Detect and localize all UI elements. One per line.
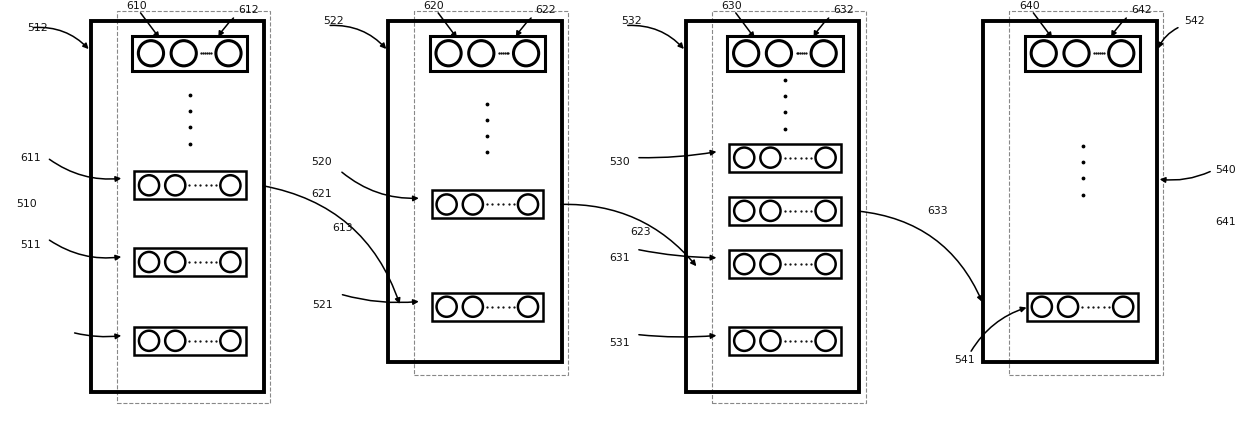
Ellipse shape bbox=[1064, 40, 1089, 66]
Ellipse shape bbox=[760, 147, 780, 168]
Ellipse shape bbox=[766, 40, 791, 66]
Text: 631: 631 bbox=[609, 253, 630, 263]
Ellipse shape bbox=[139, 40, 164, 66]
Ellipse shape bbox=[436, 296, 456, 317]
Ellipse shape bbox=[171, 40, 196, 66]
Ellipse shape bbox=[1032, 40, 1056, 66]
Ellipse shape bbox=[221, 252, 241, 272]
Bar bbox=[1027, 293, 1138, 321]
Text: 520: 520 bbox=[311, 157, 332, 167]
Ellipse shape bbox=[165, 175, 185, 196]
Ellipse shape bbox=[1032, 296, 1052, 317]
Text: 642: 642 bbox=[1131, 5, 1152, 15]
Bar bbox=[1025, 36, 1141, 71]
Ellipse shape bbox=[734, 201, 754, 221]
Ellipse shape bbox=[463, 296, 482, 317]
Ellipse shape bbox=[1114, 296, 1133, 317]
Text: 521: 521 bbox=[311, 299, 332, 310]
Bar bbox=[712, 11, 866, 403]
Bar bbox=[134, 327, 246, 355]
Bar bbox=[414, 11, 568, 375]
Ellipse shape bbox=[469, 40, 494, 66]
Text: 610: 610 bbox=[126, 1, 146, 11]
Bar bbox=[729, 197, 841, 225]
Ellipse shape bbox=[518, 194, 538, 215]
Ellipse shape bbox=[760, 254, 780, 274]
Text: 632: 632 bbox=[833, 5, 854, 15]
Ellipse shape bbox=[139, 331, 159, 351]
Text: 633: 633 bbox=[928, 206, 949, 216]
Ellipse shape bbox=[816, 201, 836, 221]
Bar bbox=[134, 171, 246, 199]
Text: 540: 540 bbox=[1215, 165, 1236, 176]
Bar bbox=[729, 144, 841, 172]
Bar bbox=[131, 36, 248, 71]
Bar bbox=[432, 190, 543, 219]
Bar bbox=[430, 36, 546, 71]
Ellipse shape bbox=[760, 201, 780, 221]
Bar bbox=[1009, 11, 1163, 375]
Bar bbox=[134, 248, 246, 276]
Text: 542: 542 bbox=[1184, 16, 1205, 26]
Ellipse shape bbox=[436, 194, 456, 215]
Text: 541: 541 bbox=[955, 355, 975, 365]
Text: 532: 532 bbox=[621, 16, 642, 26]
Ellipse shape bbox=[221, 175, 241, 196]
Bar bbox=[432, 293, 543, 321]
Ellipse shape bbox=[734, 331, 754, 351]
Bar bbox=[117, 11, 270, 403]
Ellipse shape bbox=[734, 147, 754, 168]
Bar bbox=[686, 21, 859, 392]
Bar bbox=[729, 327, 841, 355]
Ellipse shape bbox=[216, 40, 241, 66]
Ellipse shape bbox=[139, 252, 159, 272]
Ellipse shape bbox=[760, 331, 780, 351]
Text: 510: 510 bbox=[16, 199, 37, 210]
Ellipse shape bbox=[816, 147, 836, 168]
Ellipse shape bbox=[816, 254, 836, 274]
Bar bbox=[91, 21, 264, 392]
Text: 641: 641 bbox=[1215, 216, 1236, 227]
Text: 630: 630 bbox=[722, 1, 742, 11]
Text: 612: 612 bbox=[238, 5, 259, 15]
Ellipse shape bbox=[1109, 40, 1133, 66]
Text: 611: 611 bbox=[20, 153, 41, 163]
Ellipse shape bbox=[463, 194, 482, 215]
Ellipse shape bbox=[816, 331, 836, 351]
Bar bbox=[727, 36, 843, 71]
Bar bbox=[729, 250, 841, 278]
Ellipse shape bbox=[734, 254, 754, 274]
Text: 512: 512 bbox=[27, 23, 48, 33]
Ellipse shape bbox=[518, 296, 538, 317]
Ellipse shape bbox=[513, 40, 538, 66]
Ellipse shape bbox=[811, 40, 836, 66]
Text: 522: 522 bbox=[324, 16, 345, 26]
Ellipse shape bbox=[139, 175, 159, 196]
Ellipse shape bbox=[165, 331, 185, 351]
Ellipse shape bbox=[734, 40, 759, 66]
Bar bbox=[983, 21, 1157, 362]
Text: 621: 621 bbox=[311, 189, 332, 199]
Text: 511: 511 bbox=[20, 240, 41, 250]
Ellipse shape bbox=[1058, 296, 1078, 317]
Text: 613: 613 bbox=[332, 223, 353, 233]
Ellipse shape bbox=[165, 252, 185, 272]
Text: 531: 531 bbox=[609, 338, 630, 348]
Text: 530: 530 bbox=[609, 157, 630, 167]
Text: 623: 623 bbox=[630, 227, 651, 237]
Text: 620: 620 bbox=[424, 1, 444, 11]
Ellipse shape bbox=[221, 331, 241, 351]
Text: 622: 622 bbox=[536, 5, 557, 15]
Ellipse shape bbox=[436, 40, 461, 66]
Bar bbox=[388, 21, 562, 362]
Text: 640: 640 bbox=[1019, 1, 1039, 11]
